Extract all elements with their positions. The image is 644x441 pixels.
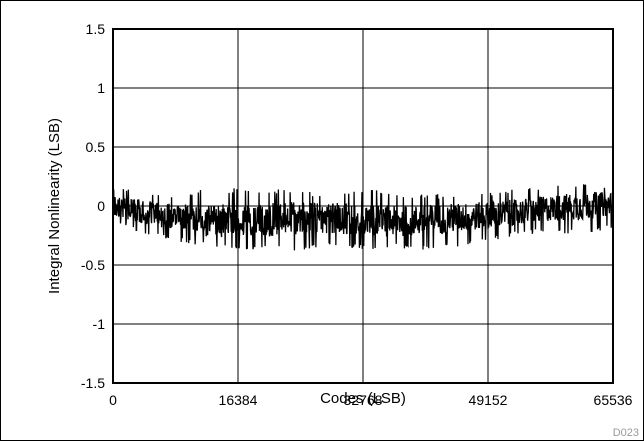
x-tick-label: 32768 bbox=[344, 392, 383, 408]
y-axis-label: Integral Nonlinearity (LSB) bbox=[46, 118, 63, 294]
y-tick-label: -1.5 bbox=[81, 375, 105, 391]
x-tick-label: 65536 bbox=[594, 392, 633, 408]
x-tick-labels: 0 16384 32768 49152 65536 bbox=[109, 392, 633, 408]
y-tick-labels: 1.5 1 0.5 0 -0.5 -1 -1.5 bbox=[81, 21, 105, 391]
x-axis-label: Codes (LSB) bbox=[320, 390, 406, 407]
y-tick-label: 1 bbox=[97, 80, 105, 96]
y-tick-label: -1 bbox=[93, 316, 106, 332]
figure-code: D023 bbox=[613, 427, 639, 439]
ini-trace bbox=[112, 184, 614, 251]
y-tick-label: 1.5 bbox=[86, 21, 106, 37]
x-tick-label: 0 bbox=[109, 392, 117, 408]
y-tick-label: 0.5 bbox=[86, 139, 106, 155]
ini-series bbox=[112, 184, 614, 251]
x-tick-label: 16384 bbox=[219, 392, 258, 408]
x-tick-label: 49152 bbox=[469, 392, 508, 408]
plot-area bbox=[112, 28, 614, 384]
y-tick-label: -0.5 bbox=[81, 257, 105, 273]
y-tick-label: 0 bbox=[97, 198, 105, 214]
